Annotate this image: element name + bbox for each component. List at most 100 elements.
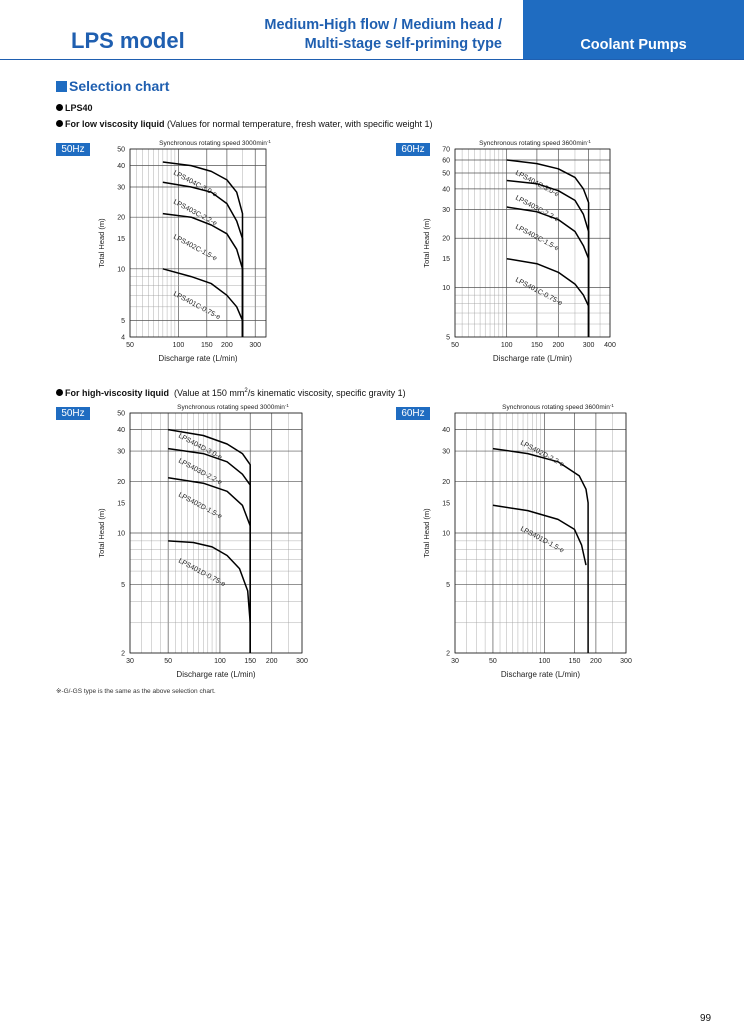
- speed-note-sup: -1: [267, 139, 271, 144]
- y-tick-label: 5: [446, 582, 450, 589]
- low-viscosity-label: For low viscosity liquid: [65, 119, 165, 129]
- model-name-line: LPS40: [56, 103, 93, 113]
- high-viscosity-heading: For high-viscosity liquid (Value at 150 …: [56, 388, 406, 398]
- x-axis-label: Discharge rate (L/min): [493, 354, 572, 363]
- x-tick-label: 50: [126, 342, 134, 349]
- series-line-lps402c-1.5-e: [506, 206, 590, 337]
- speed-note-sup: -1: [610, 403, 614, 408]
- series-line-lps402d-2.2-e: [492, 447, 589, 653]
- series-line-lps401c-0.75-e: [162, 268, 244, 337]
- model-subtitle: Medium-High flow / Medium head / Multi-s…: [210, 16, 502, 54]
- series-line-lps402c-1.5-e: [162, 212, 244, 337]
- header-rule: [0, 59, 744, 60]
- x-tick-label: 300: [620, 658, 632, 665]
- freq-tag-60hz-low: 60Hz: [396, 143, 430, 156]
- model-name: LPS40: [65, 103, 93, 113]
- x-tick-label: 50: [164, 658, 172, 665]
- x-tick-label: 150: [569, 658, 581, 665]
- y-tick-label: 30: [117, 449, 125, 456]
- series-line-lps402d-1.5-e: [168, 476, 251, 653]
- y-axis-label: Total Head (m): [422, 508, 431, 558]
- series-line-lps401d-0.75-e: [168, 540, 251, 653]
- y-tick-label: 15: [117, 500, 125, 507]
- x-tick-label: 150: [201, 342, 213, 349]
- y-tick-label: 15: [442, 256, 450, 263]
- y-tick-label: 2: [121, 651, 125, 658]
- y-tick-label: 40: [117, 163, 125, 170]
- speed-note: Synchronous rotating speed 3600min-1: [479, 139, 591, 147]
- freq-tag-50hz-high: 50Hz: [56, 407, 90, 420]
- freq-tag-50hz-low: 50Hz: [56, 143, 90, 156]
- x-tick-label: 30: [126, 658, 134, 665]
- subtitle-line-2: Multi-stage self-priming type: [304, 36, 502, 52]
- speed-note: Synchronous rotating speed 3000min-1: [177, 403, 289, 411]
- freq-tag-60hz-high: 60Hz: [396, 407, 430, 420]
- y-axis-label: Total Head (m): [97, 218, 106, 268]
- subtitle-line-1: Medium-High flow / Medium head /: [264, 17, 502, 33]
- high-viscosity-note-sup: 2: [244, 388, 248, 394]
- series-line-lps403d-2.2-e: [168, 447, 251, 653]
- series-line-lps401c-0.75-e: [506, 257, 590, 337]
- y-tick-label: 50: [117, 411, 125, 418]
- plot-frame: [129, 412, 303, 654]
- plot-frame: [129, 148, 267, 338]
- low-viscosity-heading: For low viscosity liquid (Values for nor…: [56, 119, 432, 129]
- x-tick-label: 150: [244, 658, 256, 665]
- y-tick-label: 20: [442, 236, 450, 243]
- x-tick-label: 50: [451, 342, 459, 349]
- y-tick-label: 30: [442, 207, 450, 214]
- y-tick-label: 30: [117, 185, 125, 192]
- y-tick-label: 20: [117, 215, 125, 222]
- x-axis-label: Discharge rate (L/min): [176, 670, 255, 679]
- y-tick-label: 50: [442, 170, 450, 177]
- x-tick-label: 200: [221, 342, 233, 349]
- series-line-lps404c-3.0-e: [506, 159, 590, 337]
- plot-frame: [454, 148, 611, 338]
- y-tick-label: 40: [442, 427, 450, 434]
- y-tick-label: 50: [117, 147, 125, 154]
- section-title-text: Selection chart: [69, 78, 170, 94]
- x-tick-label: 100: [214, 658, 226, 665]
- series-label: LPS401D-1.5-e: [519, 526, 565, 555]
- x-axis-label: Discharge rate (L/min): [158, 354, 237, 363]
- high-viscosity-label: For high-viscosity liquid: [65, 388, 170, 398]
- y-tick-label: 20: [442, 479, 450, 486]
- x-tick-label: 300: [296, 658, 308, 665]
- y-tick-label: 20: [117, 479, 125, 486]
- x-axis-label: Discharge rate (L/min): [501, 670, 580, 679]
- footnote: ※-G/-GS type is the same as the above se…: [56, 688, 216, 695]
- series-line-lps404c-3.0-e: [162, 161, 244, 337]
- y-tick-label: 5: [446, 335, 450, 342]
- y-tick-label: 4: [121, 335, 125, 342]
- speed-note: Synchronous rotating speed 3000min-1: [159, 139, 271, 147]
- page-number: 99: [700, 1013, 712, 1024]
- series-line-lps401d-1.5-e: [492, 504, 587, 566]
- x-tick-label: 400: [604, 342, 616, 349]
- x-tick-label: 300: [583, 342, 595, 349]
- low-viscosity-note: (Values for normal temperature, fresh wa…: [167, 119, 433, 129]
- speed-note: Synchronous rotating speed 3600min-1: [502, 403, 614, 411]
- x-tick-label: 200: [266, 658, 278, 665]
- x-tick-label: 50: [489, 658, 497, 665]
- high-viscosity-note-suffix: /s kinematic viscosity, specific gravity…: [247, 388, 406, 398]
- y-axis-label: Total Head (m): [97, 508, 106, 558]
- y-tick-label: 15: [117, 236, 125, 243]
- plot-frame: [454, 412, 627, 654]
- y-tick-label: 5: [121, 318, 125, 325]
- speed-note-sup: -1: [587, 139, 591, 144]
- high-viscosity-note-prefix: (Value at 150 mm: [174, 388, 245, 398]
- x-tick-label: 150: [531, 342, 543, 349]
- bullet-icon: [56, 389, 63, 396]
- model-title: LPS model: [71, 28, 185, 53]
- x-tick-label: 100: [539, 658, 551, 665]
- y-tick-label: 2: [446, 651, 450, 658]
- y-tick-label: 10: [117, 266, 125, 273]
- series-line-lps403c-2.2-e: [506, 179, 590, 337]
- square-bullet-icon: [56, 81, 67, 92]
- y-tick-label: 40: [442, 186, 450, 193]
- y-tick-label: 5: [121, 582, 125, 589]
- category-banner: Coolant Pumps: [523, 0, 744, 59]
